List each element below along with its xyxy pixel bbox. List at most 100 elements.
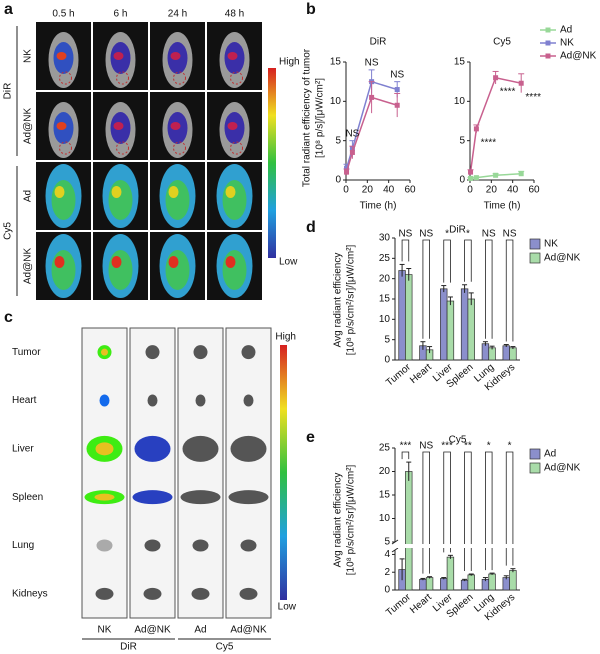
signal xyxy=(165,180,190,220)
significance-bracket xyxy=(505,239,514,342)
organ xyxy=(143,587,162,600)
y-tick-label: 15 xyxy=(379,490,391,501)
y-tick-label: 10 xyxy=(330,96,342,107)
x-tick-label: 20 xyxy=(362,185,374,196)
legend-label: Ad@NK xyxy=(544,253,581,264)
axis-gap xyxy=(396,544,521,548)
organ-panel xyxy=(129,327,176,619)
signal xyxy=(51,180,76,220)
colorbar-high: High xyxy=(279,57,300,68)
line xyxy=(469,76,522,173)
significance: NS xyxy=(503,229,517,240)
significance-bracket xyxy=(443,239,451,283)
panel-label: b xyxy=(306,1,316,18)
time-label: 6 h xyxy=(114,9,128,20)
bar xyxy=(481,343,490,361)
tumor-ring xyxy=(116,71,129,85)
organ xyxy=(243,394,254,407)
significance: **** xyxy=(500,86,516,97)
y-axis-label: [10⁸ p/s/cm²/sr]/[μW/cm²] xyxy=(346,245,357,356)
y-tick-label: 5 xyxy=(459,135,465,146)
organ-hot xyxy=(101,348,108,356)
signal xyxy=(222,250,247,290)
tumor-ring xyxy=(59,71,72,85)
panel-label: d xyxy=(306,219,316,236)
organ xyxy=(96,539,113,552)
chart-title: DiR xyxy=(370,37,387,48)
legend-label: Ad@NK xyxy=(560,51,597,62)
group-label: Cy5 xyxy=(3,222,14,240)
significance: NS xyxy=(419,441,433,452)
column-label: Ad xyxy=(194,625,206,636)
organ-hot xyxy=(94,493,115,501)
y-tick-label: 2 xyxy=(384,567,390,578)
row-label: Ad xyxy=(23,190,34,202)
signal-hot xyxy=(54,186,65,198)
organ-hot xyxy=(95,442,114,456)
organ-label: Kidneys xyxy=(12,588,48,599)
legend-marker xyxy=(545,53,551,59)
legend-label: NK xyxy=(560,38,574,49)
significance: NS xyxy=(482,229,496,240)
colorbar-low: Low xyxy=(279,257,298,268)
significance: **** xyxy=(481,138,497,149)
tumor-ring xyxy=(116,141,129,155)
point xyxy=(468,175,474,181)
x-tick-label: Heart xyxy=(408,592,434,616)
x-tick-label: 20 xyxy=(486,185,498,196)
organ xyxy=(147,394,158,407)
signal-hot xyxy=(111,256,122,268)
significance: NS xyxy=(365,58,379,69)
y-tick-label: 5 xyxy=(384,537,390,548)
bar xyxy=(488,573,496,591)
point xyxy=(344,165,350,171)
significance: * xyxy=(487,441,491,452)
point xyxy=(493,172,499,178)
bar xyxy=(509,347,517,361)
bar xyxy=(419,578,427,591)
bar xyxy=(446,300,455,361)
organ xyxy=(134,435,171,462)
legend-label: NK xyxy=(544,239,558,250)
organ xyxy=(99,394,110,407)
panel-label: c xyxy=(4,309,13,326)
row-label: Ad@NK xyxy=(23,248,34,285)
tumor-ring xyxy=(59,141,72,155)
organ xyxy=(239,587,258,600)
bar xyxy=(460,579,469,591)
significance-bracket xyxy=(485,451,493,571)
significance-bracket xyxy=(422,239,430,339)
x-tick-label: 40 xyxy=(383,185,395,196)
significance-bracket xyxy=(505,451,514,566)
significance: ** xyxy=(464,441,472,452)
signal-hot xyxy=(225,256,236,268)
significance-bracket xyxy=(485,239,493,339)
bar xyxy=(398,270,406,361)
row-label: Ad@NK xyxy=(23,108,34,145)
time-label: 0.5 h xyxy=(52,9,74,20)
significance: *** xyxy=(441,441,453,452)
tumor-ring xyxy=(173,141,186,155)
signal-hot xyxy=(111,186,122,198)
tumor-ring xyxy=(173,71,186,85)
bar xyxy=(488,347,496,361)
organ xyxy=(195,394,206,407)
signal-hot xyxy=(170,52,181,60)
bar xyxy=(509,570,517,591)
point xyxy=(473,175,479,181)
organ xyxy=(145,345,160,360)
signal-hot xyxy=(227,122,238,130)
bar xyxy=(467,298,475,361)
y-tick-label: 15 xyxy=(330,57,342,68)
organ xyxy=(95,587,114,600)
y-tick-label: 25 xyxy=(379,253,391,264)
significance: * xyxy=(508,441,512,452)
signal-hot xyxy=(170,122,181,130)
signal-hot xyxy=(56,52,67,60)
y-tick-label: 10 xyxy=(379,314,391,325)
column-label: Ad@NK xyxy=(134,625,171,636)
row-label: NK xyxy=(23,49,34,63)
significance: NS xyxy=(398,229,412,240)
y-tick-label: 15 xyxy=(454,57,466,68)
